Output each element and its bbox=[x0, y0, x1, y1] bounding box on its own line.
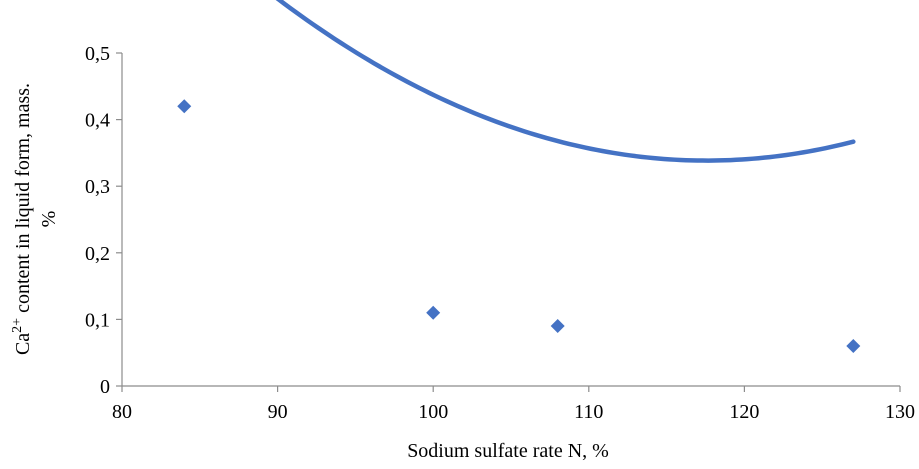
x-tick-labels: 80 90 100 110 120 130 bbox=[112, 401, 915, 423]
tick-marks bbox=[116, 52, 901, 392]
x-tick-label: 100 bbox=[418, 401, 448, 423]
trendline-curve bbox=[275, 0, 856, 163]
x-tick-label: 120 bbox=[729, 401, 759, 423]
trendline-layer bbox=[275, 0, 856, 163]
y-tick-label: 0,3 bbox=[85, 176, 110, 198]
y-tick-label: 0 bbox=[100, 376, 110, 398]
x-axis-title: Sodium sulfate rate N, % bbox=[407, 440, 609, 462]
data-point bbox=[426, 305, 441, 320]
y-axis-title-suffix: content in liquid form, mass. bbox=[12, 83, 34, 318]
y-tick-label: 0,4 bbox=[85, 110, 110, 132]
y-axis-title-line2: % bbox=[38, 211, 60, 228]
data-points bbox=[177, 99, 861, 354]
data-point bbox=[550, 319, 565, 334]
y-tick-label: 0,2 bbox=[85, 243, 110, 265]
x-tick-label: 80 bbox=[112, 401, 132, 423]
x-tick-label: 110 bbox=[574, 401, 603, 423]
svg-text:Ca2+ content in liquid form, m: Ca2+ content in liquid form, mass. bbox=[10, 83, 34, 355]
y-tick-labels: 0 0,1 0,2 0,3 0,4 0,5 bbox=[85, 43, 110, 398]
x-tick-label: 130 bbox=[885, 401, 915, 423]
data-point bbox=[177, 99, 192, 114]
y-axis-title: Ca2+ content in liquid form, mass. % bbox=[10, 83, 60, 355]
x-tick-label: 90 bbox=[268, 401, 288, 423]
axes bbox=[121, 53, 900, 387]
y-axis-title-prefix: Ca bbox=[12, 333, 34, 355]
y-tick-label: 0,5 bbox=[85, 43, 110, 65]
y-tick-label: 0,1 bbox=[85, 309, 110, 331]
data-point bbox=[846, 339, 861, 354]
y-axis-title-superscript: 2+ bbox=[10, 318, 25, 333]
